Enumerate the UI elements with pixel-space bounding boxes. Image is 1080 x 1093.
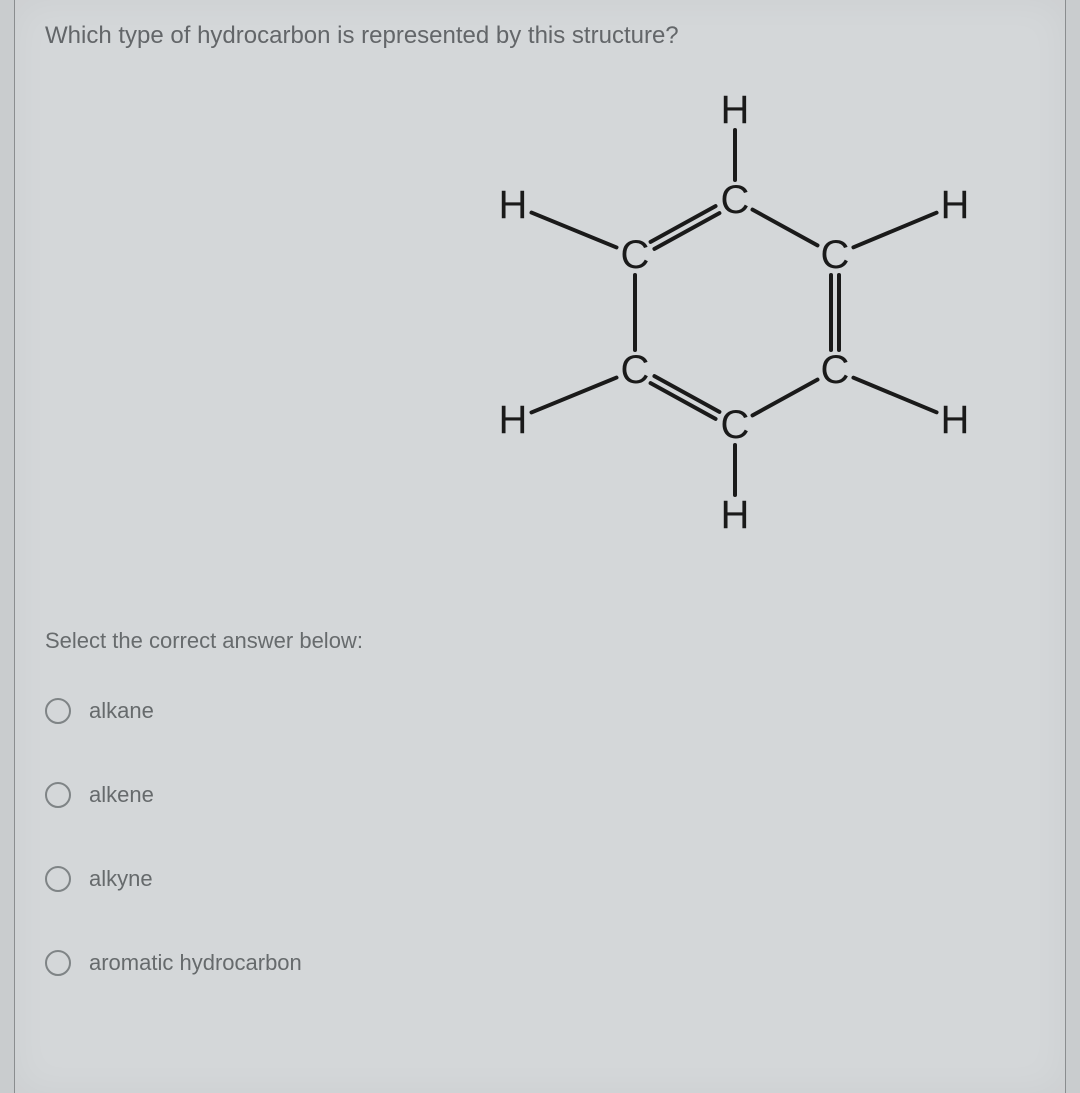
radio-icon[interactable] bbox=[45, 698, 71, 724]
svg-text:C: C bbox=[821, 233, 850, 277]
option-alkyne[interactable]: alkyne bbox=[45, 866, 302, 892]
radio-icon[interactable] bbox=[45, 950, 71, 976]
question-text: Which type of hydrocarbon is represented… bbox=[45, 22, 679, 50]
svg-text:H: H bbox=[721, 88, 750, 132]
svg-text:C: C bbox=[621, 233, 650, 277]
svg-text:H: H bbox=[941, 183, 970, 227]
radio-icon[interactable] bbox=[45, 782, 71, 808]
answer-prompt: Select the correct answer below: bbox=[45, 628, 363, 654]
option-alkane[interactable]: alkane bbox=[45, 698, 302, 724]
option-aromatic-hydrocarbon[interactable]: aromatic hydrocarbon bbox=[45, 950, 302, 976]
options-group: alkane alkene alkyne aromatic hydrocarbo… bbox=[45, 698, 302, 976]
radio-icon[interactable] bbox=[45, 866, 71, 892]
option-alkene[interactable]: alkene bbox=[45, 782, 302, 808]
option-label: alkane bbox=[89, 698, 154, 724]
option-label: alkyne bbox=[89, 866, 153, 892]
chemical-structure-diagram: C C C C C C H H H H H H bbox=[405, 70, 995, 550]
svg-text:C: C bbox=[821, 348, 850, 392]
option-label: alkene bbox=[89, 782, 154, 808]
svg-text:H: H bbox=[499, 398, 528, 442]
svg-text:H: H bbox=[941, 398, 970, 442]
svg-text:H: H bbox=[721, 493, 750, 537]
svg-text:C: C bbox=[721, 403, 750, 447]
svg-text:C: C bbox=[721, 178, 750, 222]
svg-text:C: C bbox=[621, 348, 650, 392]
svg-text:H: H bbox=[499, 183, 528, 227]
question-card: Which type of hydrocarbon is represented… bbox=[14, 0, 1066, 1093]
option-label: aromatic hydrocarbon bbox=[89, 950, 302, 976]
